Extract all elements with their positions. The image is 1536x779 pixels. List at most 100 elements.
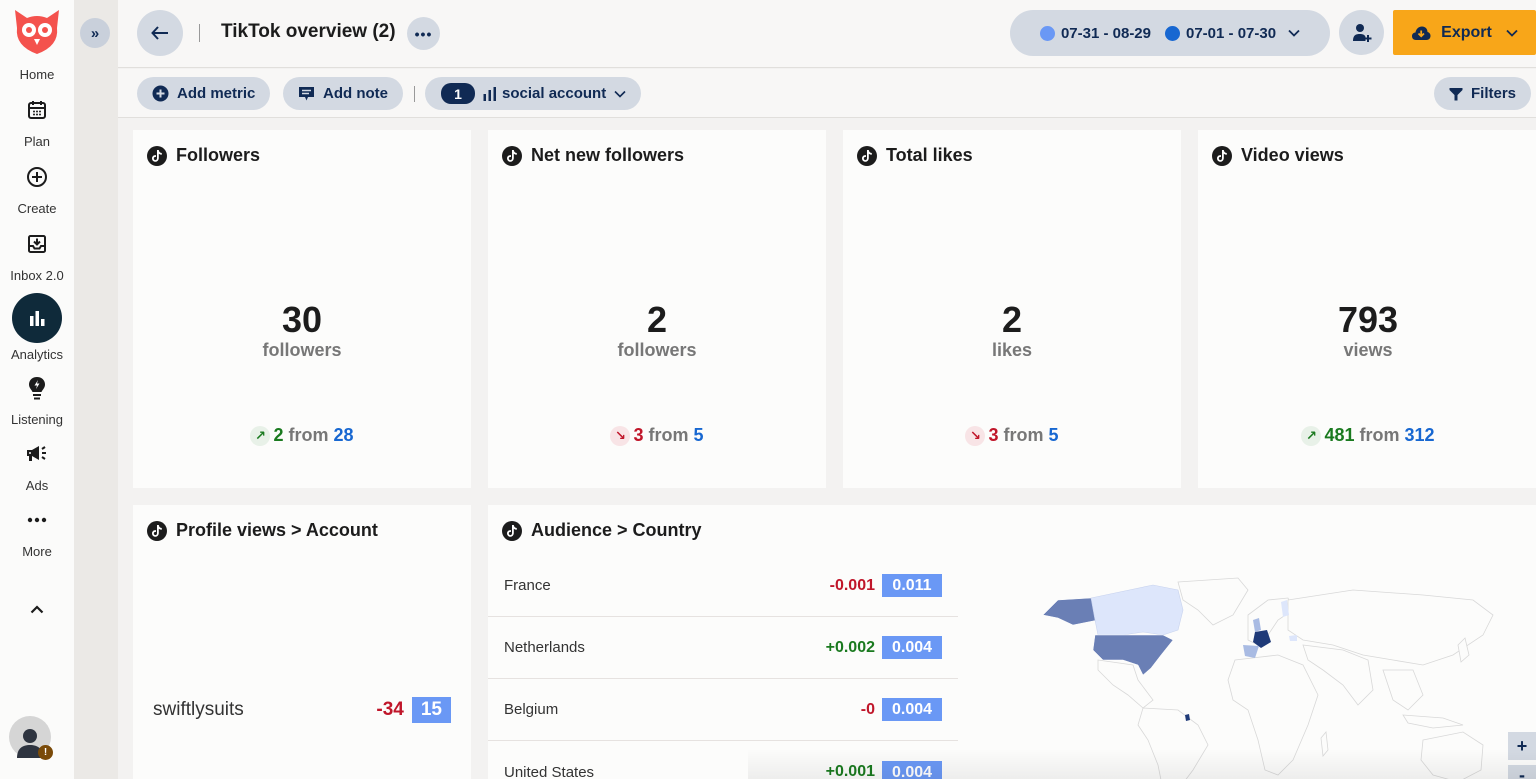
user-silhouette-icon <box>17 729 43 758</box>
arrow-up-right-icon: ↗ <box>1301 425 1322 446</box>
previous-period-dot <box>1165 25 1180 41</box>
previous-value: 312 <box>1404 425 1435 445</box>
metric-unit: views <box>1343 340 1393 360</box>
tiktok-icon <box>147 145 167 166</box>
metric-summary: 2 likes <box>843 300 1181 361</box>
current-date-range: 07-31 - 08-29 <box>1060 24 1151 42</box>
country-row: Belgium -0 0.004 <box>488 679 958 741</box>
region-united-kingdom <box>1253 618 1261 632</box>
world-choropleth-map[interactable]: + - <box>1003 560 1536 779</box>
metric-value: 793 <box>1337 299 1399 340</box>
card-title: Audience > Country <box>531 520 702 540</box>
add-metric-label: Add metric <box>177 85 256 102</box>
country-name: France <box>504 577 551 594</box>
region-france <box>1253 630 1271 648</box>
add-metric-button[interactable]: Add metric <box>137 77 271 110</box>
profile-views-card: Profile views > Account swiftlysuits -34… <box>133 505 471 779</box>
arrow-down-right-icon: ↘ <box>610 425 631 446</box>
add-note-button[interactable]: Add note <box>283 77 403 110</box>
metric-unit: followers <box>262 340 342 360</box>
nav-label-inbox: Inbox 2.0 <box>10 268 64 283</box>
nav-item-listening[interactable]: Listening <box>0 376 74 427</box>
change-amount: -0 <box>860 700 875 718</box>
filter-funnel-icon <box>1449 87 1463 100</box>
nav-item-analytics[interactable]: Analytics <box>0 293 74 362</box>
value-badge: 0.004 <box>882 698 942 721</box>
nav-label-home: Home <box>19 67 55 82</box>
lightbulb-icon <box>25 376 49 400</box>
change-amount: 2 <box>273 425 284 445</box>
metric-change: ↗ 481 from 312 <box>1198 425 1536 446</box>
metric-card-video-views: Video views 793 views ↗ 481 from 312 <box>1198 130 1536 488</box>
change-amount: -34 <box>376 699 404 720</box>
metric-change: ↘ 3 from 5 <box>488 425 826 446</box>
share-user-button[interactable] <box>1339 10 1384 55</box>
metric-value: 2 <box>646 299 668 340</box>
change-amount: +0.001 <box>825 763 875 779</box>
card-title: Followers <box>176 145 261 165</box>
metric-card-followers: Followers 30 followers ↗ 2 from 28 <box>133 130 471 488</box>
change-amount: 3 <box>988 425 999 445</box>
collapse-nav-button[interactable] <box>0 597 74 621</box>
nav-item-create[interactable]: Create <box>0 165 74 216</box>
collapse-rail <box>74 0 118 779</box>
main-content: TikTok overview (2) ••• 07-31 - 08-29 07… <box>118 0 1536 779</box>
chevron-down-icon <box>1288 29 1300 37</box>
tiktok-icon <box>857 145 877 166</box>
account-count-badge: 1 <box>441 83 475 104</box>
previous-value: 5 <box>1048 425 1059 445</box>
country-row: Netherlands +0.002 0.004 <box>488 617 958 679</box>
back-button[interactable] <box>137 10 183 56</box>
date-range-selector[interactable]: 07-31 - 08-29 07-01 - 07-30 <box>1010 10 1330 56</box>
nav-item-inbox[interactable]: Inbox 2.0 <box>0 232 74 283</box>
toolbar-divider <box>414 86 415 102</box>
card-title: Video views <box>1241 145 1344 165</box>
report-options-button[interactable]: ••• <box>407 17 440 50</box>
nav-item-ads[interactable]: Ads <box>0 442 74 493</box>
ellipsis-icon: ••• <box>414 25 433 42</box>
region-canada <box>1090 584 1184 636</box>
current-period-dot <box>1039 25 1055 41</box>
country-name: United States <box>504 763 595 779</box>
card-title: Net new followers <box>531 145 685 165</box>
calendar-icon <box>25 98 49 122</box>
nav-item-more[interactable]: More <box>0 508 74 559</box>
change-amount: 481 <box>1324 425 1355 445</box>
change-amount: -0.001 <box>829 576 875 594</box>
bar-chart-icon <box>12 293 62 343</box>
tiktok-icon <box>1212 145 1232 166</box>
region-united-states <box>1092 634 1174 676</box>
nav-label-analytics: Analytics <box>10 347 64 362</box>
region-french-guiana <box>1185 714 1190 721</box>
audience-country-card: Audience > Country France -0.001 0.011 N… <box>488 505 1536 779</box>
metric-summary: 793 views <box>1198 300 1536 361</box>
tiktok-icon <box>147 520 167 541</box>
region-finland <box>1281 600 1289 617</box>
bar-chart-icon <box>483 86 496 101</box>
metric-unit: likes <box>991 340 1033 360</box>
export-label: Export <box>1441 23 1492 41</box>
metric-value: 30 <box>281 299 323 340</box>
user-plus-icon <box>1352 23 1371 42</box>
value-badge: 15 <box>411 697 451 723</box>
user-avatar[interactable]: ! <box>9 716 53 760</box>
change-amount: +0.002 <box>825 638 875 656</box>
account-row: swiftlysuits -34 15 <box>153 697 451 723</box>
metric-card-total-likes: Total likes 2 likes ↘ 3 from 5 <box>843 130 1181 488</box>
social-account-label: social account <box>502 85 607 102</box>
metric-card-net-new-followers: Net new followers 2 followers ↘ 3 from 5 <box>488 130 826 488</box>
card-title: Total likes <box>886 145 973 165</box>
nav-item-plan[interactable]: Plan <box>0 98 74 149</box>
country-row: United States +0.001 0.004 <box>488 741 958 779</box>
tiktok-icon <box>502 520 522 541</box>
expand-sidebar-button[interactable]: » <box>80 18 110 48</box>
map-zoom-out-button[interactable]: - <box>1508 765 1536 779</box>
export-button[interactable]: Export <box>1393 10 1536 55</box>
nav-item-home[interactable]: Home <box>0 0 74 82</box>
social-account-selector[interactable]: 1 social account <box>425 77 642 110</box>
title-divider <box>199 24 200 42</box>
add-note-label: Add note <box>323 85 388 102</box>
map-zoom-in-button[interactable]: + <box>1508 732 1536 760</box>
plus-icon: + <box>1516 735 1528 756</box>
filters-button[interactable]: Filters <box>1433 77 1531 110</box>
